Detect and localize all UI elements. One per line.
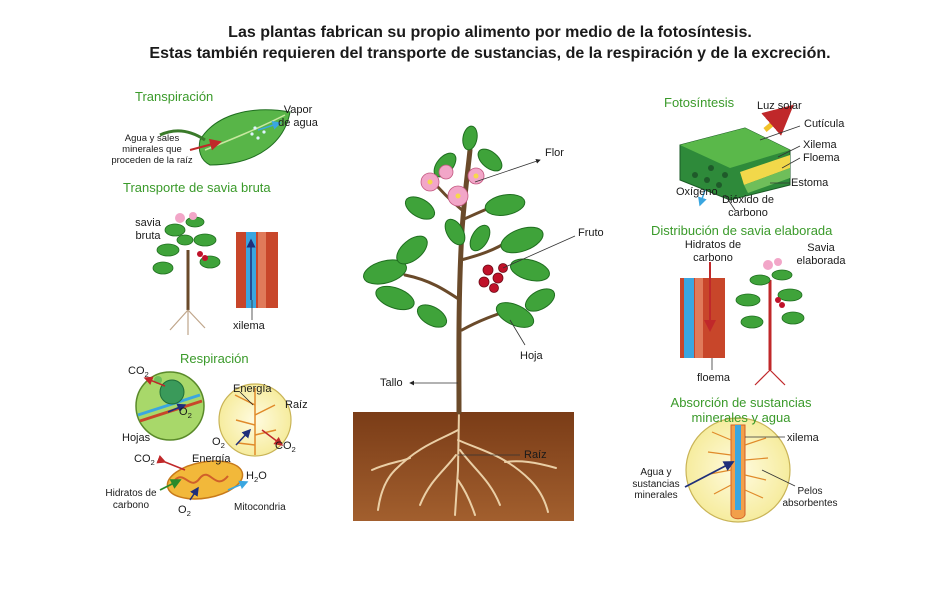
label-floema-savia: floema bbox=[697, 372, 731, 384]
heading-savia-elaborada: Distribución de savia elaborada bbox=[651, 223, 833, 238]
soil bbox=[353, 412, 574, 521]
absorption-illustration bbox=[684, 417, 796, 523]
label-agua-y-sustancias: Agua y sustancias minerales bbox=[632, 467, 680, 501]
leaves bbox=[363, 125, 556, 328]
label-co2-hojas: CO2 bbox=[128, 365, 149, 380]
label-o2-mitocondria: O2 bbox=[178, 504, 191, 519]
center-plant bbox=[353, 125, 576, 521]
label-tallo: Tallo bbox=[380, 377, 403, 389]
label-savia-elaborada: Savia elaborada bbox=[796, 242, 846, 267]
heading-respiracion: Respiración bbox=[180, 351, 249, 366]
label-fruto: Fruto bbox=[578, 227, 604, 239]
label-flor: Flor bbox=[545, 147, 564, 159]
label-estoma: Estoma bbox=[791, 177, 829, 189]
label-h2o: H2O bbox=[246, 470, 267, 485]
label-oxigeno: Oxígeno bbox=[676, 186, 718, 198]
heading-absorcion: Absorción de sustancias minerales y agua bbox=[670, 395, 812, 425]
flowers bbox=[420, 164, 485, 207]
heading-transpiracion: Transpiración bbox=[135, 89, 214, 104]
transpiration-illustration bbox=[159, 109, 291, 166]
label-co2-mitocondria: CO2 bbox=[134, 453, 155, 468]
label-hidratos-de-carbono-resp: Hidratos de carbono bbox=[105, 488, 157, 511]
label-hidratos-de-carbono-savia: Hidratos de carbono bbox=[684, 239, 742, 264]
raw-sap-illustration bbox=[152, 212, 278, 335]
label-hojas: Hojas bbox=[122, 432, 151, 444]
main-title-line-2: Estas también requieren del transporte d… bbox=[149, 45, 831, 62]
label-energia-raiz: Energía bbox=[233, 383, 272, 395]
label-o2-hojas: O2 bbox=[179, 406, 192, 421]
label-cuticula: Cutícula bbox=[804, 118, 845, 130]
roots bbox=[371, 409, 557, 516]
label-xilema-foto: Xilema bbox=[803, 139, 837, 151]
label-raiz-center: Raíz bbox=[524, 449, 547, 461]
label-savia-bruta: savia bruta bbox=[135, 217, 161, 242]
heading-transporte-savia-bruta: Transporte de savia bruta bbox=[123, 180, 271, 195]
center-leader-lines bbox=[409, 159, 576, 456]
label-vapor-de-agua: Vapor de agua bbox=[278, 104, 318, 129]
label-raiz-respiracion: Raíz bbox=[285, 399, 308, 411]
elaborated-sap-illustration bbox=[680, 258, 805, 386]
label-co2-raiz: CO2 bbox=[275, 440, 296, 455]
label-floema-foto: Floema bbox=[803, 152, 840, 164]
label-energia-mitocondria: Energía bbox=[192, 453, 231, 465]
label-luz-solar: Luz solar bbox=[757, 100, 802, 112]
label-hoja: Hoja bbox=[520, 350, 543, 362]
main-title-line-1: Las plantas fabrican su propio alimento … bbox=[228, 24, 752, 41]
label-o2-raiz: O2 bbox=[212, 436, 225, 451]
label-xilema-left: xilema bbox=[233, 320, 265, 332]
photosynthesis-illustration bbox=[679, 104, 801, 211]
heading-fotosintesis: Fotosíntesis bbox=[664, 95, 735, 110]
respiration-illustration bbox=[135, 371, 292, 501]
label-pelos-absorbentes: Pelos absorbentes bbox=[782, 486, 838, 509]
label-mitocondria: Mitocondria bbox=[234, 502, 286, 513]
label-xilema-absorcion: xilema bbox=[787, 432, 819, 444]
label-agua-y-sales: Agua y sales minerales que proceden de la … bbox=[111, 133, 193, 166]
fruits bbox=[478, 263, 508, 293]
label-dioxido-de-carbono: Dióxido de carbono bbox=[722, 194, 774, 219]
